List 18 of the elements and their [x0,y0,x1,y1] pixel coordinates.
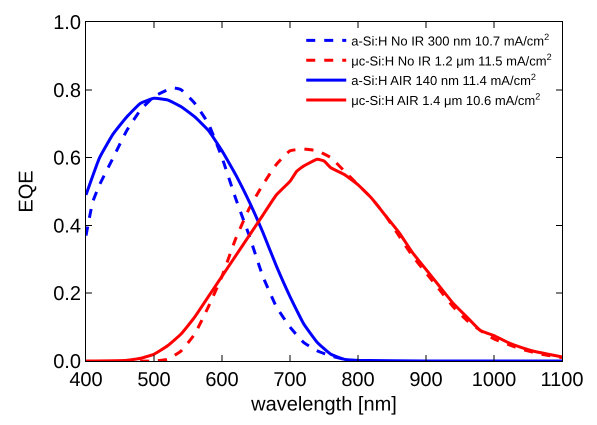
legend-label: a-Si:H AIR 140 nm 11.4 mA/cm$^{2}$ [351,72,536,88]
legend-label: μc-Si:H AIR 1.4 μm 10.6 mA/cm$^{2}$ [351,92,540,108]
legend-label: μc-Si:H No IR 1.2 μm 11.5 mA/cm$^{2}$ [351,52,552,68]
x-tick-label: 500 [137,369,171,391]
y-axis-title: EQE [16,170,38,213]
x-tick-label: 600 [205,369,239,391]
y-tick-label: 0.6 [53,148,81,170]
y-tick-label: 0.4 [53,215,81,238]
x-tick-label: 700 [273,369,307,391]
x-axis-title: wavelength [nm] [250,394,397,416]
y-tick-label: 0.2 [53,283,81,306]
x-tick-label: 1100 [540,369,584,391]
legend-label: a-Si:H No IR 300 nm 10.7 mA/cm$^{2}$ [351,32,550,48]
y-tick-label: 0.8 [53,80,81,102]
x-tick-label: 800 [341,369,375,391]
x-tick-label: 1000 [472,369,516,391]
x-tick-label: 900 [409,369,443,391]
y-tick-label: 1.0 [53,12,81,34]
